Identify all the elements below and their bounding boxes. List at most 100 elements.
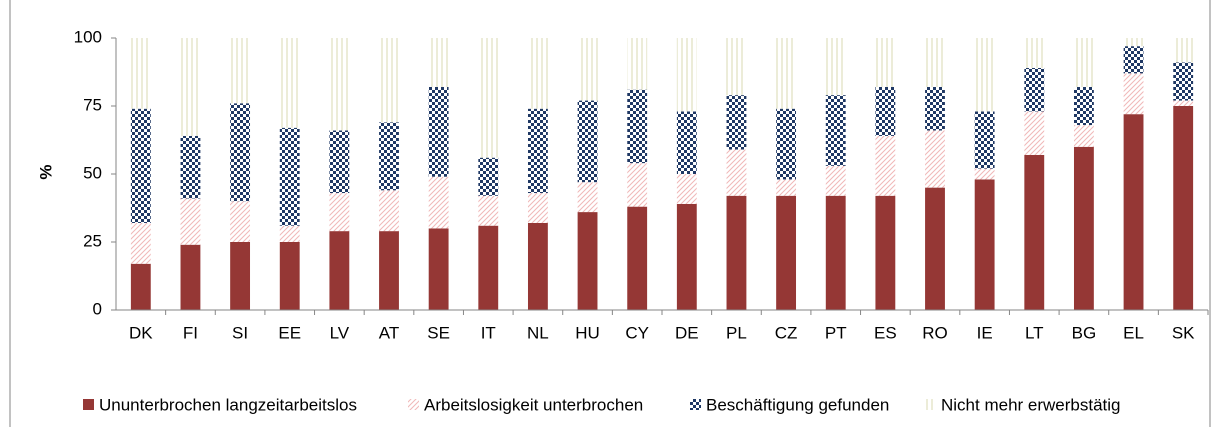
- bar-segment: [527, 222, 548, 310]
- legend-label: Nicht mehr erwerbstätig: [941, 395, 1121, 414]
- bar-segment: [875, 86, 896, 136]
- bar-segment: [478, 38, 499, 158]
- bar-segment: [577, 212, 598, 310]
- bar-segment: [230, 242, 251, 310]
- bar-segment: [279, 225, 300, 242]
- bar-segment: [428, 228, 449, 310]
- x-tick-label: PT: [825, 323, 847, 342]
- bar-segment: [925, 187, 945, 310]
- y-tick-label: 0: [93, 299, 102, 318]
- x-tick-label: IT: [481, 323, 496, 342]
- bar-segment: [776, 108, 797, 180]
- bar-segment: [627, 163, 648, 207]
- bar-segment: [925, 130, 945, 188]
- bar-segment: [1123, 46, 1144, 74]
- bar-segment: [180, 135, 201, 199]
- bar-segment: [627, 89, 648, 164]
- bar-segment: [726, 195, 747, 310]
- x-tick-label: EE: [278, 323, 301, 342]
- x-tick-label: LV: [330, 323, 350, 342]
- x-tick-label: BG: [1072, 323, 1097, 342]
- legend-swatch: [83, 399, 94, 410]
- bar-segment: [676, 38, 697, 112]
- bar-segment: [825, 195, 846, 310]
- bar-segment: [1024, 111, 1045, 155]
- bar-segment: [527, 193, 548, 223]
- bar-segment: [875, 135, 896, 196]
- bar-segment: [925, 38, 945, 87]
- bar-segment: [825, 38, 846, 96]
- bar-segment: [577, 182, 598, 213]
- x-tick-label: RO: [922, 323, 948, 342]
- bar-segment: [875, 38, 896, 87]
- x-tick-label: DK: [129, 323, 153, 342]
- bar-segment: [1173, 38, 1194, 63]
- bar-segment: [974, 179, 995, 310]
- bar-segment: [527, 108, 548, 194]
- bar-segment: [329, 231, 350, 310]
- legend-swatch: [925, 399, 936, 410]
- bar-segment: [379, 190, 399, 232]
- bar-segment: [1123, 73, 1144, 115]
- x-tick-label: IE: [977, 323, 993, 342]
- bar-segment: [875, 195, 896, 310]
- bar-segment: [776, 195, 797, 310]
- bar-segment: [627, 206, 648, 310]
- bar-segment: [379, 231, 399, 310]
- bar-segment: [676, 203, 697, 310]
- bar-segment: [180, 244, 201, 310]
- bar-segment: [1123, 38, 1144, 47]
- x-tick-label: CY: [625, 323, 649, 342]
- x-tick-label: SK: [1172, 323, 1195, 342]
- bar-segment: [825, 95, 846, 166]
- bar-segment: [1024, 154, 1045, 310]
- bar-segment: [627, 38, 648, 90]
- bar-segment: [478, 225, 499, 310]
- legend-label: Beschäftigung gefunden: [706, 395, 889, 414]
- bar-segment: [279, 38, 300, 128]
- bar-segment: [527, 38, 548, 109]
- bar-segment: [130, 263, 151, 310]
- legend-label: Ununterbrochen langzeitarbeitslos: [99, 395, 357, 414]
- bar-segment: [478, 195, 499, 226]
- bar-segment: [130, 108, 151, 223]
- x-tick-label: DE: [675, 323, 699, 342]
- bar-segment: [428, 86, 449, 177]
- bar-segment: [379, 122, 399, 191]
- x-tick-label: AT: [379, 323, 399, 342]
- bar-segment: [130, 38, 151, 109]
- bar-segment: [776, 38, 797, 109]
- x-tick-label: EL: [1123, 323, 1144, 342]
- bar-segment: [726, 149, 747, 196]
- bar-segment: [974, 168, 995, 180]
- bar-segment: [279, 242, 300, 310]
- bar-segment: [726, 38, 747, 96]
- y-tick-label: 100: [74, 27, 102, 46]
- bar-segment: [279, 127, 300, 226]
- x-tick-label: SI: [232, 323, 248, 342]
- bar-segment: [726, 95, 747, 150]
- bar-segment: [974, 38, 995, 112]
- bar-segment: [130, 222, 151, 264]
- x-tick-label: NL: [527, 323, 549, 342]
- x-tick-label: LT: [1025, 323, 1044, 342]
- y-tick-label: 25: [83, 231, 102, 250]
- bar-segment: [577, 38, 598, 101]
- bar-segment: [428, 176, 449, 229]
- bar-segment: [478, 157, 499, 196]
- bar-segment: [230, 38, 251, 104]
- bar-segment: [1073, 146, 1094, 310]
- legend-label: Arbeitslosigkeit unterbrochen: [424, 395, 643, 414]
- x-tick-label: CZ: [775, 323, 798, 342]
- bar-segment: [1173, 62, 1194, 101]
- bar-segment: [577, 100, 598, 183]
- bar-segment: [379, 38, 399, 123]
- x-tick-label: PL: [726, 323, 747, 342]
- bar-segment: [428, 38, 449, 87]
- y-tick-label: 50: [83, 163, 102, 182]
- x-tick-label: HU: [575, 323, 600, 342]
- bar-segment: [329, 193, 350, 232]
- bar-segment: [1073, 125, 1094, 147]
- bar-segment: [180, 198, 201, 245]
